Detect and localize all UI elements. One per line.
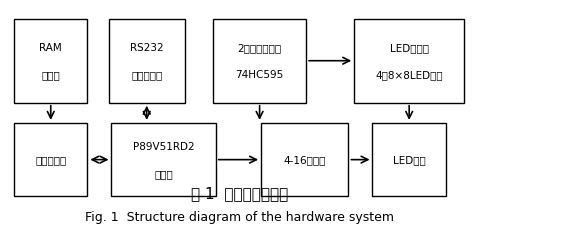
Text: 单片机: 单片机 (154, 169, 173, 178)
Text: 地址锁存器: 地址锁存器 (35, 155, 66, 165)
Bar (14, 123, 87, 197)
Text: 74HC595: 74HC595 (235, 70, 284, 80)
Text: LED点阵屏: LED点阵屏 (390, 43, 429, 53)
Text: 电平转换器: 电平转换器 (131, 70, 162, 80)
Text: RS232: RS232 (130, 43, 164, 53)
Text: P89V51RD2: P89V51RD2 (133, 141, 194, 151)
Text: 图 1  系统硬件结构图: 图 1 系统硬件结构图 (191, 185, 288, 200)
Text: RAM: RAM (39, 43, 62, 53)
Text: 存储器: 存储器 (42, 70, 60, 80)
Bar (109, 20, 185, 103)
Bar (14, 20, 87, 103)
Bar (372, 123, 446, 197)
Text: 4-16译码器: 4-16译码器 (283, 155, 326, 165)
Text: 2片移位寄存器: 2片移位寄存器 (238, 43, 282, 53)
Bar (354, 20, 464, 103)
Text: Fig. 1  Structure diagram of the hardware system: Fig. 1 Structure diagram of the hardware… (86, 210, 394, 223)
Bar (261, 123, 348, 197)
Text: 4个8×8LED点阵: 4个8×8LED点阵 (376, 70, 443, 80)
Bar (111, 123, 216, 197)
Text: LED驱动: LED驱动 (393, 155, 426, 165)
Bar (213, 20, 306, 103)
